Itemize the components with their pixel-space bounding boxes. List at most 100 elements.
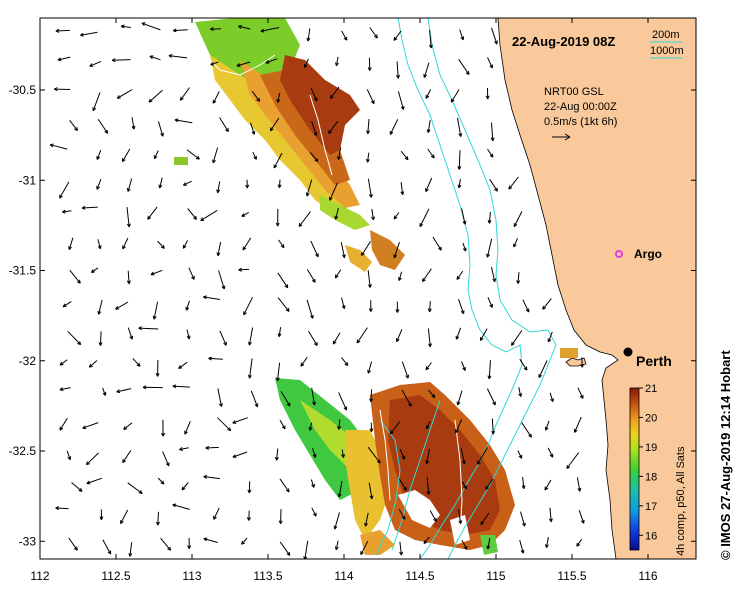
current-vector-head [313,512,317,517]
current-vector [520,511,526,527]
current-vector [186,149,200,160]
current-vector [102,539,112,555]
current-vector [86,477,103,484]
current-vector-head [247,374,252,379]
current-vector [479,328,488,341]
current-vector-head [369,428,374,433]
current-vector-head [528,433,532,438]
current-vector-head [479,337,484,341]
current-vector [59,417,68,431]
current-vector-head [485,485,490,490]
current-vector [241,537,248,545]
current-vector-head [313,342,318,347]
current-vector-head [356,339,361,344]
current-vector [489,179,498,192]
current-vector [210,61,219,66]
current-vector [269,117,280,132]
current-vector-head [168,54,173,58]
current-vector [477,447,488,465]
current-vector-head [90,269,95,273]
current-vector [480,512,490,525]
current-vector-head [427,308,432,313]
colorbar-ticks: 21 20 19 18 17 16 [639,383,657,542]
current-vector-head [122,459,126,464]
current-vector [485,478,494,490]
current-vector-head [492,401,496,406]
current-vector [309,422,313,431]
current-vector [304,540,309,559]
current-vector-head [456,401,461,406]
current-vector [461,361,466,371]
current-vector [338,392,347,411]
current-vector-head [138,490,143,494]
current-vector [212,91,220,104]
colorbar: 21 20 19 18 17 16 4h comp, p50, All Sats [629,383,687,556]
current-vector-head [577,487,582,492]
current-vector-head [172,28,177,33]
current-vector-head [277,333,282,337]
current-vector-head [181,486,186,491]
current-vector-head [516,280,521,284]
current-vector-head [337,156,341,160]
current-vector [236,61,251,67]
current-vector-head [518,393,523,397]
scale-arrowhead [564,133,571,141]
current-vector [491,266,496,282]
current-vector [545,536,549,548]
contour-legend: 200m 1000m [650,29,684,59]
argo-icon[interactable] [615,250,623,258]
current-vector-head [494,187,498,192]
current-vector-head [147,215,152,220]
current-vector [120,509,129,524]
current-vector [487,148,494,158]
current-vector [367,118,370,134]
current-vector [456,270,464,280]
colorbar-label: 4h comp, p50, All Sats [675,446,687,556]
current-vector [367,361,373,374]
current-vector-head [300,362,305,367]
current-vector [62,301,72,308]
current-vector [306,299,314,319]
perth-marker-group: Perth [623,347,672,369]
current-vector-head [396,74,400,79]
current-vector-head [542,305,547,310]
current-vector-head [212,99,217,104]
current-vector [182,240,189,249]
current-vector [401,389,412,407]
current-vector [279,541,291,556]
current-vector-head [343,36,348,41]
current-vector-head [314,158,319,163]
current-vector [187,208,197,220]
current-vector-head [185,306,190,311]
current-vector-head [97,310,102,315]
current-vector-head [55,28,60,33]
current-vector [250,122,255,135]
current-vector [488,360,491,379]
current-vector [173,29,188,32]
current-vector [277,297,290,312]
current-vector-head [525,308,530,313]
current-vector [132,358,141,367]
current-vector [278,239,285,248]
current-vector-head [426,129,431,133]
current-vector [398,509,406,520]
current-vector [97,239,101,249]
current-vector-head [160,132,164,137]
current-vector-head [463,545,468,550]
current-vector [368,482,373,499]
current-vector-head [178,365,183,369]
current-vector [491,27,498,45]
current-vector [341,357,349,366]
current-vector [311,121,317,136]
colorbar-tick-label: 19 [645,442,657,454]
current-vector [457,117,462,137]
current-vector-head [344,361,349,366]
current-vector-head [428,44,433,49]
current-vector-head [280,244,285,249]
current-vector-head [419,223,424,227]
perth-icon[interactable] [623,347,633,357]
current-vector-head [342,254,346,259]
current-vector-head [491,430,496,435]
current-vector [360,540,369,555]
lon-tick-label: 113.5 [253,569,282,583]
